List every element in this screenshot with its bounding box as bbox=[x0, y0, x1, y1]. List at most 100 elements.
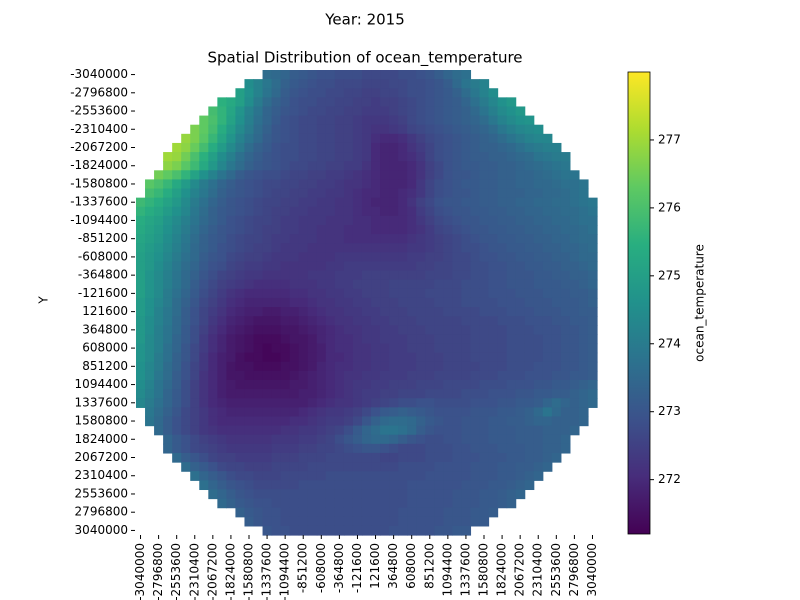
heatmap-cell bbox=[217, 307, 227, 317]
heatmap-cell bbox=[452, 88, 463, 98]
heatmap-cell bbox=[407, 270, 417, 281]
heatmap-cell bbox=[488, 434, 499, 445]
heatmap-cell bbox=[407, 462, 417, 472]
heatmap-cell bbox=[452, 152, 463, 162]
heatmap-cell bbox=[461, 525, 472, 536]
heatmap-cell bbox=[398, 398, 408, 408]
heatmap-cell bbox=[244, 288, 255, 299]
heatmap-cell bbox=[262, 279, 273, 290]
heatmap-cell bbox=[416, 70, 426, 80]
heatmap-cell bbox=[235, 88, 246, 98]
heatmap-cell bbox=[578, 288, 589, 299]
heatmap-cell bbox=[334, 334, 345, 345]
heatmap-cell bbox=[235, 170, 246, 181]
heatmap-cell bbox=[416, 152, 426, 162]
heatmap-cell bbox=[145, 206, 155, 217]
heatmap-cell bbox=[325, 70, 336, 80]
heatmap-cell bbox=[280, 334, 291, 345]
heatmap-cell bbox=[361, 225, 372, 235]
heatmap-cell bbox=[235, 234, 246, 244]
heatmap-cell bbox=[307, 443, 318, 454]
y-tick-label: 1824000 bbox=[75, 432, 128, 446]
heatmap-cell bbox=[280, 197, 291, 208]
heatmap-cell bbox=[380, 206, 390, 217]
heatmap-cell bbox=[208, 316, 218, 326]
heatmap-cell bbox=[506, 261, 517, 272]
heatmap-cell bbox=[190, 161, 200, 171]
heatmap-cell bbox=[316, 279, 327, 290]
heatmap-cell bbox=[352, 425, 363, 436]
heatmap-cell bbox=[524, 452, 535, 463]
heatmap-cell bbox=[452, 243, 463, 253]
heatmap-cell bbox=[145, 288, 155, 299]
heatmap-cell bbox=[560, 252, 571, 263]
heatmap-cell bbox=[398, 507, 408, 518]
heatmap-cell bbox=[217, 124, 227, 135]
heatmap-cell bbox=[542, 161, 553, 171]
heatmap-cell bbox=[488, 170, 499, 181]
heatmap-cell bbox=[262, 97, 273, 108]
heatmap-cell bbox=[181, 307, 191, 317]
heatmap-cell bbox=[316, 234, 327, 244]
heatmap-cell bbox=[253, 507, 264, 518]
heatmap-cell bbox=[325, 252, 336, 263]
heatmap-cell bbox=[163, 243, 173, 253]
heatmap-cell bbox=[497, 142, 508, 153]
heatmap-cell bbox=[398, 261, 408, 272]
heatmap-cell bbox=[542, 434, 553, 445]
heatmap-cell bbox=[461, 188, 472, 199]
heatmap-cell bbox=[461, 316, 472, 326]
heatmap-cell bbox=[407, 79, 417, 89]
heatmap-cell bbox=[163, 279, 173, 290]
heatmap-cell bbox=[352, 170, 363, 181]
heatmap-cell bbox=[334, 407, 345, 418]
heatmap-cell bbox=[506, 462, 517, 472]
heatmap-cell bbox=[289, 525, 300, 536]
heatmap-cell bbox=[280, 352, 291, 363]
heatmap-cell bbox=[470, 425, 481, 436]
heatmap-cell bbox=[172, 270, 182, 281]
heatmap-cell bbox=[380, 380, 390, 390]
heatmap-cell bbox=[425, 225, 435, 235]
heatmap-cell bbox=[407, 352, 417, 363]
heatmap-cell bbox=[461, 124, 472, 135]
heatmap-cell bbox=[560, 416, 571, 427]
heatmap-cell bbox=[470, 161, 481, 171]
heatmap-cell bbox=[361, 133, 372, 144]
heatmap-cell bbox=[506, 489, 517, 500]
heatmap-cell bbox=[307, 206, 318, 217]
heatmap-cell bbox=[470, 343, 481, 354]
heatmap-cell bbox=[470, 398, 481, 408]
heatmap-cell bbox=[217, 416, 227, 427]
heatmap-cell bbox=[190, 307, 200, 317]
heatmap-cell bbox=[361, 343, 372, 354]
heatmap-cell bbox=[343, 434, 354, 445]
heatmap-cell bbox=[217, 115, 227, 126]
heatmap-cell bbox=[398, 389, 408, 399]
heatmap-cell bbox=[425, 525, 435, 536]
heatmap-cell bbox=[407, 197, 417, 208]
heatmap-cell bbox=[307, 279, 318, 290]
heatmap-cell bbox=[551, 215, 562, 226]
heatmap-cell bbox=[380, 179, 390, 190]
heatmap-cell bbox=[425, 516, 435, 527]
heatmap-cell bbox=[316, 471, 327, 481]
heatmap-cell bbox=[389, 498, 399, 509]
heatmap-cell bbox=[416, 325, 426, 336]
heatmap-cell bbox=[199, 471, 209, 481]
heatmap-cell bbox=[280, 425, 291, 436]
heatmap-cell bbox=[443, 452, 453, 463]
heatmap-cell bbox=[307, 152, 318, 162]
heatmap-cell bbox=[352, 188, 363, 199]
heatmap-cell bbox=[515, 124, 526, 135]
heatmap-cell bbox=[208, 462, 218, 472]
heatmap-cell bbox=[334, 206, 345, 217]
heatmap-cell bbox=[515, 142, 526, 153]
heatmap-cell bbox=[470, 97, 481, 108]
heatmap-cell bbox=[226, 252, 237, 263]
heatmap-cell bbox=[542, 234, 553, 244]
heatmap-cell bbox=[271, 316, 282, 326]
heatmap-cell bbox=[470, 380, 481, 390]
heatmap-cell bbox=[316, 398, 327, 408]
heatmap-cell bbox=[172, 188, 182, 199]
